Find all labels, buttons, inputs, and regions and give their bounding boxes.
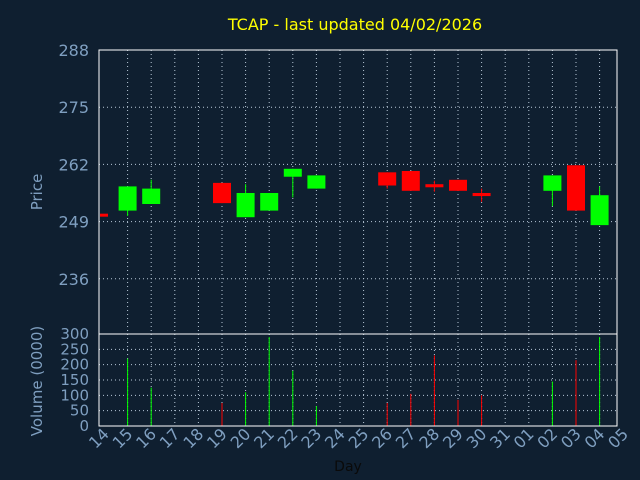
candle-body (118, 186, 137, 211)
candle-body (378, 172, 397, 186)
candle-body (567, 165, 585, 211)
volume-tick-label: 100 (60, 386, 89, 404)
volume-tick-label: 0 (79, 417, 89, 435)
volume-tick-label: 50 (70, 402, 89, 420)
candle-body (472, 193, 491, 197)
candle-body (425, 184, 444, 188)
price-tick-label: 275 (58, 98, 89, 117)
price-tick-label: 236 (58, 270, 89, 289)
volume-axis-label: Volume (0000) (28, 326, 46, 436)
x-axis-label: Day (334, 459, 362, 475)
candle-body (543, 175, 562, 191)
candle-body (260, 193, 279, 211)
candle-body (449, 179, 467, 191)
candle-body (213, 182, 231, 204)
price-tick-labels: 288 275 262 249 236 (58, 41, 89, 289)
price-tick-label: 262 (58, 155, 89, 174)
volume-tick-label: 200 (60, 356, 89, 374)
volume-tick-label: 150 (60, 371, 89, 389)
price-tick-label: 288 (58, 41, 89, 60)
candle-body (307, 175, 326, 189)
volume-panel-frame (98, 333, 618, 427)
chart-title: TCAP - last updated 04/02/2026 (227, 15, 482, 34)
volume-tick-label: 250 (60, 340, 89, 358)
volume-tick-label: 300 (60, 325, 89, 343)
candles (100, 165, 609, 226)
candle-body (401, 171, 420, 191)
candle-body (283, 168, 302, 177)
volume-bars (127, 337, 601, 426)
price-axis-label: Price (28, 174, 46, 211)
candle-body (236, 193, 255, 218)
candle-body (142, 188, 161, 204)
price-tick-label: 249 (58, 213, 89, 232)
price-grid (99, 50, 617, 334)
candle-body (100, 213, 108, 217)
x-tick-labels: 1415161718192021222324252627282930310102… (85, 424, 632, 452)
candle-body (590, 195, 609, 226)
